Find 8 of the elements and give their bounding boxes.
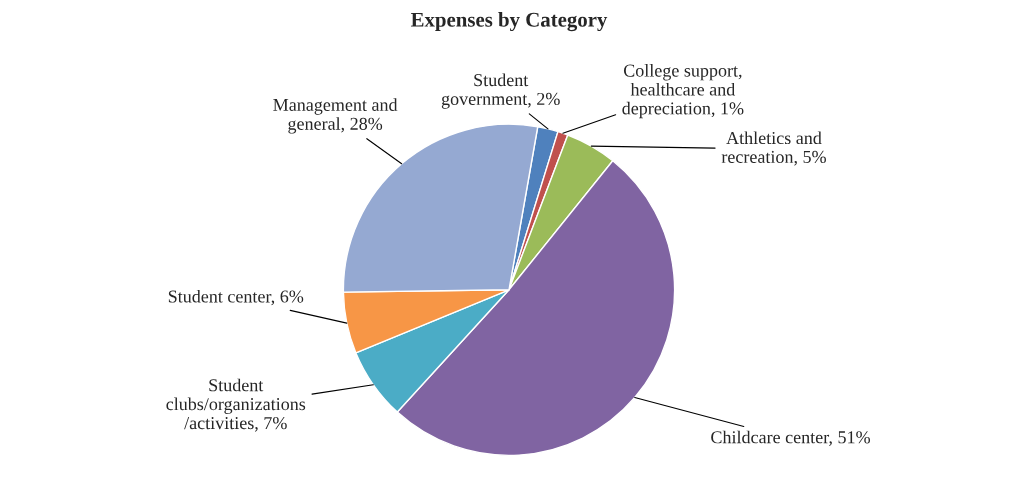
slice-label: Athletics and recreation, 5% [721,131,826,166]
slice-label: Student government, 2% [441,73,560,109]
slice-label: College support, healthcare and depreciation, 1% [622,63,744,119]
slice-label: Student center, 6% [168,289,304,306]
slice-label: Management and general, 28% [273,98,398,134]
slice-label: Childcare center, 51% [711,430,870,446]
chart-title: Expenses by Category [410,12,608,32]
slice-label: Student clubs/organizations /activities, 7% [166,378,306,432]
